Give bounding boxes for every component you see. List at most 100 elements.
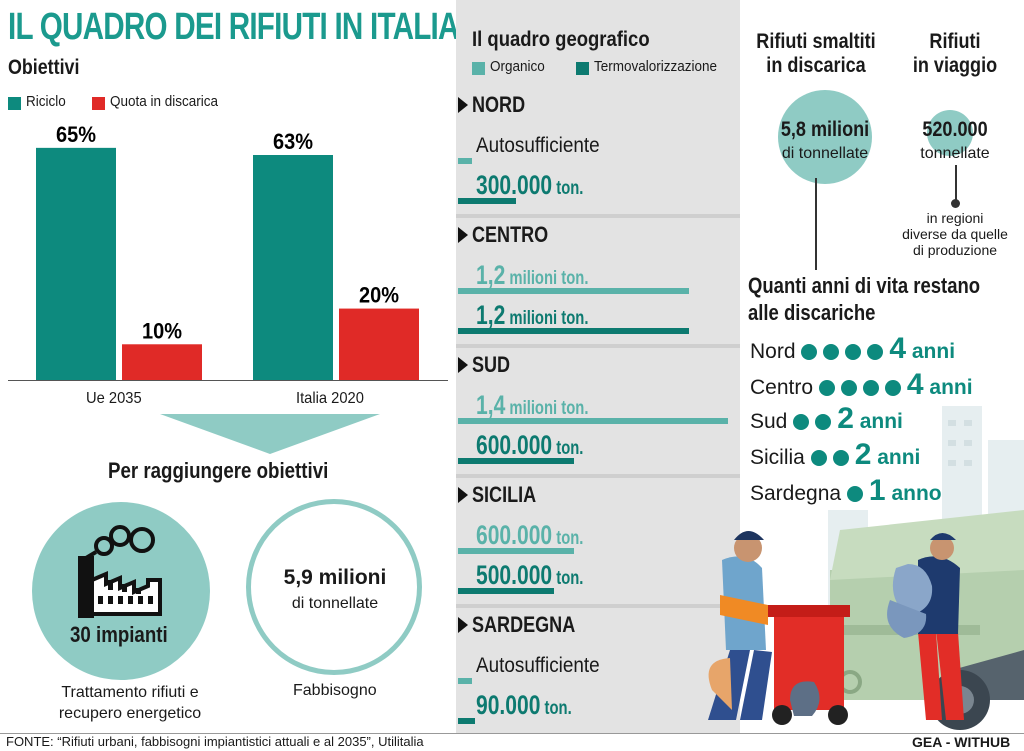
discarica-circle bbox=[778, 90, 872, 184]
bar-quota-in-discarica-ue-2035 bbox=[122, 344, 202, 380]
discarica-leader-line bbox=[815, 178, 817, 270]
value-number: 600.000 bbox=[476, 520, 553, 550]
life-row-centro: Centro 4 anni bbox=[750, 368, 973, 402]
bar-quota-in-discarica-italia-2020 bbox=[339, 308, 419, 380]
page-title: IL QUADRO DEI RIFIUTI IN ITALIA bbox=[8, 6, 459, 48]
viaggio-title-line-2: in viaggio bbox=[912, 54, 998, 77]
region-name-sardegna: SARDEGNA bbox=[472, 612, 576, 637]
life-region-label: Nord bbox=[750, 340, 802, 363]
viaggio-leader-dot bbox=[951, 199, 960, 208]
value-number: 1,4 bbox=[476, 390, 506, 420]
viaggio-note-line-3: di produzione bbox=[912, 242, 998, 258]
year-dot-icon bbox=[884, 380, 901, 397]
bar-termo-sicilia bbox=[458, 588, 555, 594]
bar-organico-nord bbox=[458, 158, 472, 164]
region-separator bbox=[456, 214, 740, 218]
value-number: 500.000 bbox=[476, 560, 553, 590]
life-years-unit: anni bbox=[923, 376, 973, 399]
bar-value-label: 20% bbox=[359, 283, 399, 308]
arrow-down-icon bbox=[160, 414, 380, 454]
value-termo-sicilia: 500.000 ton. bbox=[476, 560, 583, 591]
geographic-panel bbox=[456, 0, 740, 733]
viaggio-title: Rifiuti in viaggio bbox=[908, 30, 1003, 78]
life-title-line-1: Quanti anni di vita restano bbox=[748, 273, 981, 298]
legend-label-organico: Organico bbox=[490, 58, 545, 75]
life-row-nord: Nord 4 anni bbox=[750, 332, 955, 366]
obiettivi-bar-chart: 65% 10% 63% 20% bbox=[8, 122, 448, 381]
fabbisogno-unit: di tonnellate bbox=[291, 595, 379, 612]
value-termo-sud: 600.000 ton. bbox=[476, 430, 583, 461]
value-unit: ton. bbox=[552, 438, 584, 459]
value-unit: milioni ton. bbox=[505, 268, 589, 289]
life-row-sardegna: Sardegna 1 anno bbox=[750, 474, 942, 508]
region-name-centro: CENTRO bbox=[472, 222, 549, 247]
bar-value-label: 63% bbox=[273, 129, 313, 154]
discarica-value: 5,8 milioni bbox=[780, 118, 870, 141]
section-heading-obiettivi: Obiettivi bbox=[8, 56, 80, 79]
life-row-sud: Sud 2 anni bbox=[750, 402, 903, 436]
viaggio-circle bbox=[927, 110, 973, 156]
discarica-unit: di tonnellate bbox=[781, 145, 869, 162]
value-unit: ton. bbox=[540, 698, 572, 719]
bar-termo-sardegna bbox=[458, 718, 476, 724]
year-dot-icon bbox=[801, 344, 818, 361]
region-separator bbox=[456, 474, 740, 478]
bar-organico-sud bbox=[458, 418, 728, 424]
footer-divider bbox=[0, 733, 1024, 734]
region-separator bbox=[456, 344, 740, 348]
bar-value-label: 10% bbox=[142, 318, 182, 343]
value-unit: ton. bbox=[552, 178, 584, 199]
life-years-unit: anni bbox=[853, 410, 903, 433]
year-dot-icon bbox=[862, 380, 879, 397]
value-organico-sicilia: 600.000 ton. bbox=[476, 520, 583, 551]
value-number: 90.000 bbox=[476, 690, 541, 720]
year-dot-icon bbox=[845, 344, 862, 361]
bar-termo-sud bbox=[458, 458, 574, 464]
value-organico-centro: 1,2 milioni ton. bbox=[476, 260, 588, 291]
impianti-caption: Trattamento rifiuti e recupero energetic… bbox=[58, 684, 202, 722]
year-dot-icon bbox=[823, 344, 840, 361]
section-heading-per-raggiungere: Per raggiungere obiettivi bbox=[108, 458, 329, 483]
value-organico-sud: 1,4 milioni ton. bbox=[476, 390, 588, 421]
garbage-truck-illustration bbox=[708, 406, 1024, 730]
life-region-label: Centro bbox=[750, 376, 819, 399]
bar-value-label: 65% bbox=[56, 122, 96, 147]
life-title-line-2: alle discariche bbox=[748, 300, 876, 325]
year-dot-icon bbox=[832, 450, 849, 467]
year-dot-icon bbox=[810, 450, 827, 467]
region-name-sicilia: SICILIA bbox=[472, 482, 537, 507]
value-number: 600.000 bbox=[476, 430, 553, 460]
value-unit: ton. bbox=[552, 568, 584, 589]
value-unit: milioni ton. bbox=[505, 308, 589, 329]
bar-riciclo-italia-2020 bbox=[253, 155, 333, 380]
bar-termo-centro bbox=[458, 328, 690, 334]
bar-organico-sardegna bbox=[458, 678, 472, 684]
region-name-nord: NORD bbox=[472, 92, 526, 117]
year-dot-icon bbox=[793, 414, 810, 431]
discarica-title: Rifiuti smaltiti in discarica bbox=[752, 30, 879, 78]
category-label-ue-2035: Ue 2035 bbox=[86, 390, 142, 407]
viaggio-value: 520.000 bbox=[922, 118, 988, 141]
discarica-title-line-1: Rifiuti smaltiti bbox=[756, 30, 876, 53]
year-dot-icon bbox=[867, 344, 884, 361]
value-number: 1,2 bbox=[476, 300, 506, 330]
life-years-value: 2 bbox=[854, 438, 872, 471]
bar-organico-centro bbox=[458, 288, 690, 294]
life-title: Quanti anni di vita restano alle discari… bbox=[748, 272, 980, 326]
legend-swatch-discarica bbox=[92, 97, 105, 110]
bar-organico-sicilia bbox=[458, 548, 574, 554]
life-region-label: Sud bbox=[750, 410, 794, 433]
life-years-value: 4 bbox=[906, 368, 924, 401]
viaggio-title-line-1: Rifiuti bbox=[929, 30, 981, 53]
life-years-unit: anni bbox=[871, 446, 921, 469]
fabbisogno-value: 5,9 milioni bbox=[283, 566, 387, 589]
value-organico-sardegna: Autosufficiente bbox=[476, 654, 600, 677]
credit-footer: GEA - WITHUB bbox=[912, 734, 1011, 750]
factory-icon bbox=[78, 525, 162, 618]
region-arrow-icon bbox=[458, 97, 468, 113]
region-separator bbox=[456, 604, 740, 608]
viaggio-leader-line bbox=[955, 165, 957, 201]
year-dot-icon bbox=[840, 380, 857, 397]
life-years-unit: anno bbox=[885, 482, 942, 505]
bar-termo-nord bbox=[458, 198, 516, 204]
